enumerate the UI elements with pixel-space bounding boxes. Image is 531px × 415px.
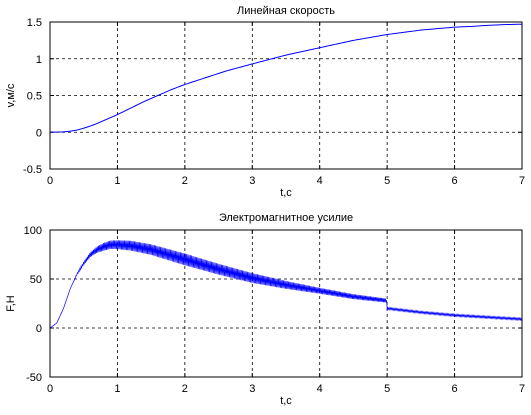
force-grid [50,230,522,377]
speed-y-tick-label: 1.5 [27,17,42,29]
speed-y-tick-label: 0 [36,127,42,139]
force-x-tick-label: 6 [452,383,458,395]
force-x-tick-label: 0 [47,383,53,395]
speed-y-tick-label: 1 [36,54,42,66]
speed-grid [50,22,522,169]
speed-y-tick-labels: -0.5 0 0.5 1 1.5 [23,17,42,176]
speed-x-tick-label: 6 [452,175,458,187]
force-y-tick-label: -50 [26,372,42,384]
force-x-tick-label: 5 [384,383,390,395]
speed-chart-title: Линейная скорость [237,5,335,17]
speed-x-tick-label: 5 [384,175,390,187]
force-x-tick-label: 4 [317,383,323,395]
force-x-tick-labels: 0 1 2 3 4 5 6 7 [47,383,525,395]
force-series-line [49,240,523,329]
speed-series-line [49,23,523,133]
force-plot-area [50,230,522,377]
force-y-tick-label: 50 [30,274,42,286]
speed-x-tick-label: 1 [114,175,120,187]
speed-x-tick-label: 7 [519,175,525,187]
speed-axes-frame [49,21,523,170]
speed-chart: 0 1 2 3 4 5 6 7 -0.5 0 0.5 1 1.5 Линейна… [5,5,525,199]
force-x-tick-label: 1 [114,383,120,395]
force-y-axis-label: F,H [5,295,17,312]
force-y-tick-labels: -50 0 50 100 [24,225,42,384]
speed-y-axis-label: v,м/c [5,83,17,107]
speed-x-tick-label: 3 [249,175,255,187]
force-axes-frame [49,229,523,378]
speed-x-tick-label: 2 [182,175,188,187]
force-y-tick-label: 0 [36,323,42,335]
force-chart: 0 1 2 3 4 5 6 7 -50 0 50 100 Электромагн… [5,212,525,407]
speed-x-tick-label: 0 [47,175,53,187]
speed-x-axis-label: t,c [280,187,292,199]
force-x-tick-label: 7 [519,383,525,395]
force-x-tick-label: 3 [249,383,255,395]
force-y-tick-label: 100 [24,225,42,237]
force-x-tick-label: 2 [182,383,188,395]
speed-x-tick-label: 4 [317,175,323,187]
force-x-axis-label: t,c [280,395,292,407]
speed-y-tick-label: 0.5 [27,91,42,103]
speed-y-tick-label: -0.5 [23,164,42,176]
force-chart-title: Электромагнитное усилие [219,212,353,224]
speed-x-tick-labels: 0 1 2 3 4 5 6 7 [47,175,525,187]
